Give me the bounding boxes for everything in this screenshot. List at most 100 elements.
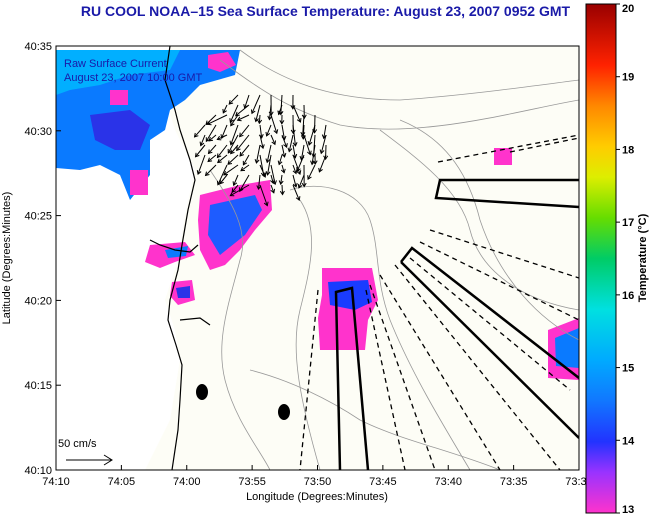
current-vector-head: [292, 182, 298, 188]
current-vector-head: [271, 140, 277, 146]
current-vector: [233, 174, 239, 186]
current-vector: [237, 114, 250, 121]
x-axis-ticks: 74:10 74:05 74:00 73:55 73:50 73:45 73:40 73:35…: [42, 465, 593, 488]
current-vector: [323, 124, 327, 139]
current-vector: [217, 164, 228, 186]
current-vector: [230, 184, 250, 197]
current-vector-head: [301, 114, 307, 120]
current-vector-head: [205, 137, 211, 143]
current-vector: [298, 174, 305, 189]
colorbar-label: Temperature (°C): [637, 213, 649, 302]
current-vector-head: [265, 158, 271, 164]
current-vector-head: [194, 152, 200, 158]
current-vector-head: [296, 117, 302, 123]
y-tick-label: 40:35: [24, 41, 52, 53]
current-vector: [270, 114, 278, 134]
current-vector-head: [261, 172, 267, 178]
current-vector-head: [223, 170, 228, 176]
x-tick-label: 74:10: [42, 476, 70, 488]
current-vector-head: [306, 150, 312, 156]
radar-sector-solid: [334, 178, 579, 470]
current-vector-head: [297, 183, 303, 189]
colorbar-tick-label: 14: [622, 435, 635, 447]
colorbar-tick-label: 15: [622, 363, 634, 375]
current-vector: [259, 184, 268, 206]
current-vector: [278, 154, 283, 165]
current-vector-head: [239, 132, 244, 138]
current-vector: [300, 144, 305, 160]
figure-title: RU COOL NOAA–15 Sea Surface Temperature:…: [80, 3, 571, 19]
current-vector-head: [207, 149, 213, 155]
current-vector: [281, 144, 286, 157]
current-vector: [266, 124, 272, 137]
colorbar-ticks: 20 19 18 17 16 15 14 13: [616, 3, 635, 516]
current-vector-head: [265, 131, 271, 137]
current-vector: [240, 164, 250, 172]
current-vector: [281, 124, 285, 140]
y-axis-ticks: 40:35 40:30 40:25 40:20 40:15 40:10: [24, 41, 61, 477]
current-vector-head: [277, 110, 283, 116]
current-vector: [292, 144, 296, 158]
current-vector-head: [318, 167, 323, 173]
current-vector: [242, 154, 250, 166]
current-vector: [194, 124, 206, 138]
current-vector-head: [216, 135, 222, 141]
current-vector: [200, 134, 206, 146]
current-vector-head: [229, 118, 234, 124]
current-vector: [208, 144, 217, 154]
current-vector: [221, 124, 228, 139]
current-vector-head: [300, 131, 306, 137]
current-vector-head: [259, 144, 265, 150]
current-vector: [255, 144, 261, 164]
current-vector-head: [323, 155, 329, 161]
x-tick-label: 73:40: [434, 476, 462, 488]
current-vector-head: [236, 146, 241, 152]
current-vector-head: [234, 111, 240, 117]
current-vector-head: [312, 160, 318, 166]
current-vector-head: [290, 105, 296, 110]
current-vector-head: [296, 170, 302, 176]
radar-site-marker: [196, 384, 208, 400]
current-vector: [281, 134, 288, 148]
current-vector: [205, 124, 217, 142]
current-vector-head: [230, 121, 235, 127]
current-vector-head: [263, 201, 269, 207]
current-vector: [288, 134, 294, 152]
x-tick-label: 73:50: [304, 476, 332, 488]
current-vector-head: [270, 188, 276, 194]
current-vector: [280, 94, 283, 115]
current-vector-head: [254, 117, 259, 123]
current-vector-head: [199, 141, 205, 147]
current-vector: [302, 124, 305, 139]
annotation-line1: Raw Surface Current: [64, 58, 167, 70]
colorbar-tick-label: 13: [622, 504, 634, 516]
current-vector: [217, 144, 228, 158]
current-vector-head: [279, 190, 285, 196]
current-vector-head: [256, 185, 262, 191]
current-vector: [228, 94, 239, 105]
current-vector: [255, 104, 261, 122]
current-vector-head: [228, 100, 234, 105]
current-vector: [219, 174, 228, 185]
current-vector: [239, 144, 250, 157]
colorbar: [585, 3, 617, 514]
current-vector: [235, 104, 250, 117]
current-vector-head: [239, 187, 244, 193]
current-vector-head: [307, 140, 313, 146]
current-vector-head: [240, 166, 246, 172]
current-vector-head: [236, 116, 242, 122]
current-vector-head: [216, 153, 222, 159]
current-vector-head: [270, 179, 275, 185]
current-vector: [281, 184, 284, 195]
current-vector-head: [242, 160, 248, 166]
current-vector: [227, 154, 239, 165]
current-vector-head: [278, 180, 284, 186]
current-vector-head: [292, 142, 298, 147]
annotation-line2: August 23, 2007 10:00 GMT: [64, 72, 202, 84]
current-vector-head: [206, 120, 212, 126]
current-vector-head: [250, 109, 256, 115]
y-tick-label: 40:10: [24, 465, 52, 477]
current-vector: [280, 174, 283, 185]
x-tick-label: 74:05: [108, 476, 136, 488]
current-vector-head: [232, 181, 238, 187]
